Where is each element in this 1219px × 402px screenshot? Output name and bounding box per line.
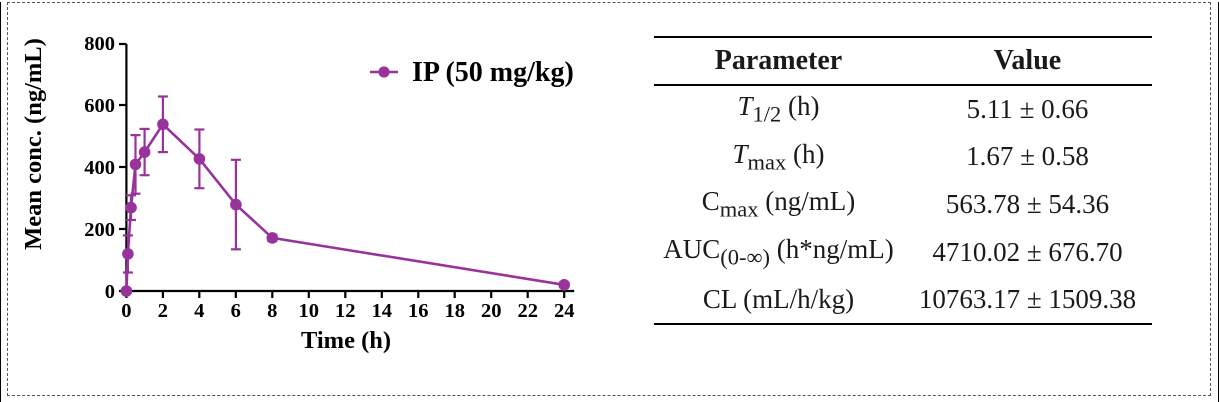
svg-text:24: 24 (554, 300, 575, 322)
svg-text:22: 22 (517, 300, 538, 322)
svg-text:2: 2 (158, 300, 168, 322)
svg-text:10: 10 (299, 300, 320, 322)
svg-text:Time (h): Time (h) (301, 327, 391, 354)
svg-text:800: 800 (84, 33, 115, 55)
svg-text:4: 4 (194, 300, 204, 322)
svg-text:18: 18 (444, 300, 465, 322)
svg-text:200: 200 (84, 219, 115, 241)
svg-text:IP (50 mg/kg): IP (50 mg/kg) (412, 57, 574, 88)
svg-text:14: 14 (372, 300, 393, 322)
svg-text:Mean conc. (ng/mL): Mean conc. (ng/mL) (20, 38, 47, 250)
svg-text:600: 600 (84, 95, 115, 117)
svg-text:0: 0 (105, 281, 115, 303)
svg-text:20: 20 (481, 300, 502, 322)
svg-text:12: 12 (335, 300, 356, 322)
svg-text:16: 16 (408, 300, 429, 322)
svg-text:8: 8 (267, 300, 277, 322)
svg-text:400: 400 (84, 157, 115, 179)
svg-text:6: 6 (231, 300, 241, 322)
svg-text:0: 0 (121, 300, 131, 322)
